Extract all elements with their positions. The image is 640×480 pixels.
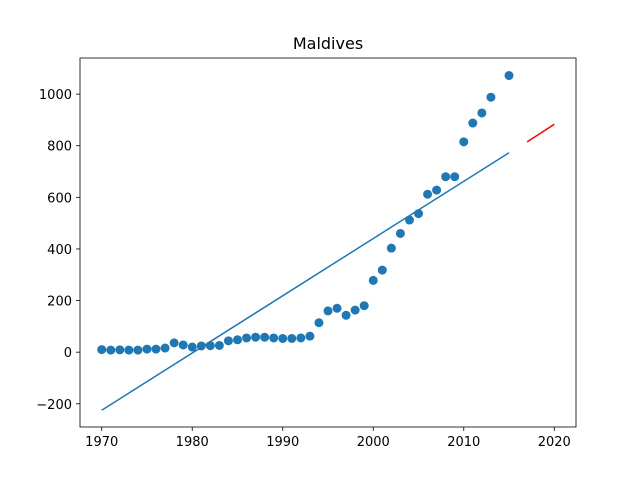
trend-line [101, 152, 510, 411]
data-point-12 [205, 341, 215, 351]
data-point-24 [314, 318, 324, 328]
x-tick-label: 1980 [176, 435, 209, 450]
data-point-20 [278, 333, 288, 343]
data-point-30 [368, 275, 378, 285]
data-point-29 [359, 301, 369, 311]
data-point-19 [269, 333, 279, 343]
data-point-14 [223, 336, 233, 346]
data-point-43 [486, 92, 496, 102]
data-point-23 [305, 331, 315, 341]
data-point-8 [169, 338, 179, 348]
x-tick-label: 2000 [357, 435, 390, 450]
data-point-17 [251, 332, 261, 342]
y-tick-label: −200 [36, 398, 72, 413]
chart-title: Maldives [293, 34, 363, 53]
data-point-27 [341, 310, 351, 320]
forecast-line [526, 123, 555, 143]
data-point-32 [386, 243, 396, 253]
data-point-31 [377, 265, 387, 275]
data-point-41 [468, 118, 478, 128]
y-tick-label: 800 [47, 140, 72, 155]
data-point-25 [323, 306, 333, 316]
data-point-36 [423, 189, 433, 199]
y-tick-label: 1000 [39, 88, 72, 103]
data-point-21 [287, 333, 297, 343]
data-point-7 [160, 343, 170, 353]
x-tick-label: 2020 [538, 435, 571, 450]
x-tick-label: 1990 [266, 435, 299, 450]
data-point-10 [187, 342, 197, 352]
data-point-28 [350, 305, 360, 315]
data-point-1 [106, 345, 116, 355]
plot-frame [79, 57, 577, 428]
data-point-2 [115, 345, 125, 355]
data-point-13 [214, 340, 224, 350]
data-point-33 [395, 228, 405, 238]
data-point-37 [432, 185, 442, 195]
data-point-3 [124, 345, 134, 355]
data-point-4 [133, 345, 143, 355]
data-point-16 [242, 333, 252, 343]
x-tick-label: 1970 [85, 435, 118, 450]
y-tick-label: 400 [47, 243, 72, 258]
data-point-38 [441, 172, 451, 182]
axes: 1970 1980 1990 2000 2010 2020 −200 0 200 400 600 80… [36, 57, 577, 450]
y-tick-label: 0 [64, 346, 72, 361]
data-point-42 [477, 108, 487, 118]
data-point-5 [142, 344, 152, 354]
plot-area [97, 71, 555, 411]
data-point-26 [332, 303, 342, 313]
data-point-9 [178, 340, 188, 350]
data-point-40 [459, 137, 469, 147]
y-tick-label: 600 [47, 191, 72, 206]
data-point-6 [151, 344, 161, 354]
data-point-15 [232, 335, 242, 345]
data-point-22 [296, 333, 306, 343]
data-point-44 [504, 71, 514, 81]
x-tick-label: 2010 [447, 435, 480, 450]
data-point-18 [260, 332, 270, 342]
y-tick-label: 200 [47, 295, 72, 310]
data-point-0 [97, 345, 107, 355]
data-point-39 [450, 172, 460, 182]
